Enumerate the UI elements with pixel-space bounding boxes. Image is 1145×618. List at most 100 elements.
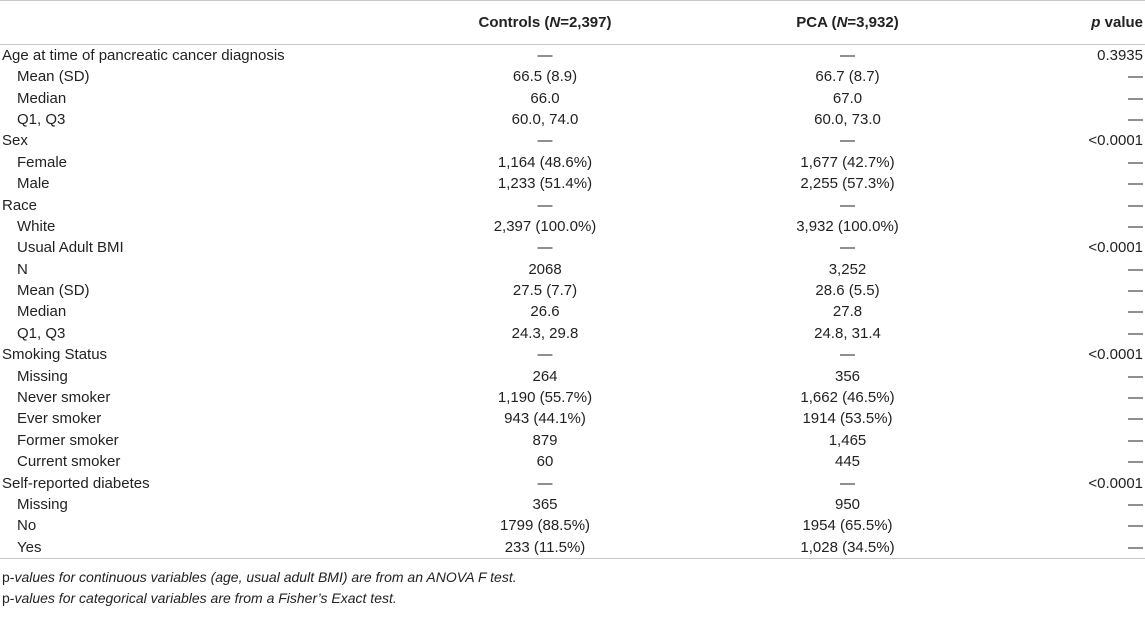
pca-value: 3,252: [828, 260, 867, 278]
table-row: Self-reported diabetes — — <0.0001: [0, 472, 1145, 493]
footnote-categorical-prefix: p-: [2, 589, 15, 606]
row-label: Male: [17, 175, 50, 193]
controls-value: —: [537, 132, 553, 150]
p-value: <0.0001: [1088, 346, 1143, 364]
pca-value: 1,028 (34.5%): [690, 536, 1005, 559]
table-row: Male 1,233 (51.4%) 2,255 (57.3%) —: [0, 173, 1145, 194]
p-value: <0.0001: [1088, 132, 1143, 150]
pca-value: 1914 (53.5%): [802, 410, 893, 428]
controls-value: 2068: [528, 260, 562, 278]
header-controls-n-symbol: N: [549, 14, 561, 31]
p-value: —: [1128, 410, 1143, 428]
row-label: Mean (SD): [17, 282, 90, 300]
row-label: Median: [17, 303, 67, 321]
table-row: Q1, Q3 60.0, 74.0 60.0, 73.0 —: [0, 109, 1145, 130]
p-value: —: [1128, 68, 1143, 86]
table-row: N 2068 3,252 —: [0, 259, 1145, 280]
controls-value: 1799 (88.5%): [499, 517, 591, 535]
p-value: —: [1128, 453, 1143, 471]
p-value: —: [1128, 324, 1143, 342]
controls-value: 264: [532, 367, 558, 385]
footnote-continuous: p-values for continuous variables (age, …: [2, 567, 1145, 588]
row-label: Mean (SD): [17, 68, 90, 86]
pca-value: 356: [834, 367, 861, 385]
footnote-categorical: p-values for categorical variables are f…: [2, 588, 1145, 609]
p-value: —: [1128, 260, 1143, 278]
table-footnotes: p-values for continuous variables (age, …: [0, 567, 1145, 609]
header-characteristic: [0, 0, 400, 45]
controls-value: —: [537, 474, 553, 492]
row-label: Smoking Status: [2, 346, 108, 364]
baseline-characteristics-table: Controls (N=2,397) PCA (N=3,932) p value…: [0, 0, 1145, 559]
controls-value: 1,164 (48.6%): [497, 153, 593, 171]
pca-value: 24.8, 31.4: [814, 324, 881, 342]
p-value: —: [1128, 367, 1143, 385]
header-pca-n-value: =3,932): [847, 14, 899, 31]
pca-value: 1954 (65.5%): [802, 517, 893, 535]
header-pca-label: PCA (: [796, 14, 837, 31]
table-row: Mean (SD) 66.5 (8.9) 66.7 (8.7) —: [0, 66, 1145, 87]
table-row: No 1799 (88.5%) 1954 (65.5%) —: [0, 515, 1145, 536]
controls-value: 66.5 (8.9): [512, 68, 578, 86]
row-label: Age at time of pancreatic cancer diagnos…: [2, 47, 285, 64]
table-row: Yes 233 (11.5%) 1,028 (34.5%) —: [0, 536, 1145, 559]
table-row: Median 66.0 67.0 —: [0, 87, 1145, 108]
row-label: Missing: [17, 496, 68, 513]
controls-value: 24.3, 29.8: [511, 324, 579, 342]
pca-value: —: [840, 346, 855, 364]
table-row: White 2,397 (100.0%) 3,932 (100.0%) —: [0, 216, 1145, 237]
table-row: Q1, Q3 24.3, 29.8 24.8, 31.4 —: [0, 323, 1145, 344]
pca-value: 27.8: [832, 303, 863, 321]
pca-value: 60.0, 73.0: [814, 110, 881, 128]
pca-value: —: [840, 474, 855, 492]
footnote-continuous-text: values for continuous variables (age, us…: [14, 568, 517, 585]
controls-value: 879: [532, 431, 558, 449]
row-label: Sex: [2, 132, 28, 150]
p-value: 0.3935: [1097, 47, 1143, 64]
pca-value: —: [840, 196, 855, 214]
p-value: —: [1128, 110, 1143, 128]
header-controls-n-value: =2,397): [560, 14, 612, 31]
controls-value: 1,233 (51.4%): [497, 175, 593, 193]
pca-value: 445: [834, 453, 861, 471]
p-value: —: [1128, 89, 1143, 107]
controls-value: —: [537, 47, 553, 64]
row-label: Former smoker: [17, 431, 119, 449]
row-label: Race: [2, 196, 38, 214]
controls-value: 27.5 (7.7): [512, 282, 578, 300]
controls-value: 26.6: [530, 303, 560, 321]
row-label: Self-reported diabetes: [2, 474, 150, 492]
table-row: Missing 365 950 —: [0, 494, 1145, 515]
table-row: Usual Adult BMI — — <0.0001: [0, 237, 1145, 258]
p-value: —: [1128, 175, 1143, 193]
table-row: Never smoker 1,190 (55.7%) 1,662 (46.5%) —: [0, 387, 1145, 408]
controls-value: 60: [536, 453, 554, 471]
header-p-symbol: p: [1091, 14, 1101, 31]
controls-value: 1,190 (55.7%): [497, 389, 593, 407]
table-body: Age at time of pancreatic cancer diagnos…: [0, 45, 1145, 559]
controls-value: 66.0: [530, 89, 560, 107]
p-value: —: [1128, 389, 1143, 407]
p-value: —: [1128, 153, 1143, 171]
controls-value: 60.0, 74.0: [511, 110, 579, 128]
table-row: Smoking Status — — <0.0001: [0, 344, 1145, 365]
table-row: Race — — —: [0, 194, 1145, 215]
controls-value: 2,397 (100.0%): [493, 217, 597, 235]
table-row: Missing 264 356 —: [0, 365, 1145, 386]
pca-value: 28.6 (5.5): [815, 282, 880, 300]
row-label: Q1, Q3: [17, 324, 66, 342]
table-row: Sex — — <0.0001: [0, 130, 1145, 151]
pca-value: —: [840, 132, 855, 150]
row-label: Ever smoker: [17, 410, 102, 428]
pca-value: 1,662 (46.5%): [800, 389, 895, 407]
p-value: —: [1128, 303, 1143, 321]
pca-value: 66.7 (8.7): [815, 68, 880, 86]
controls-value: —: [537, 346, 553, 364]
pca-value: —: [840, 239, 855, 257]
pca-value: 2,255 (57.3%): [800, 175, 895, 193]
header-pca-n-symbol: N: [836, 14, 848, 31]
row-label: Missing: [17, 367, 68, 385]
row-label: White: [17, 217, 56, 235]
table-header: Controls (N=2,397) PCA (N=3,932) p value: [0, 0, 1145, 45]
